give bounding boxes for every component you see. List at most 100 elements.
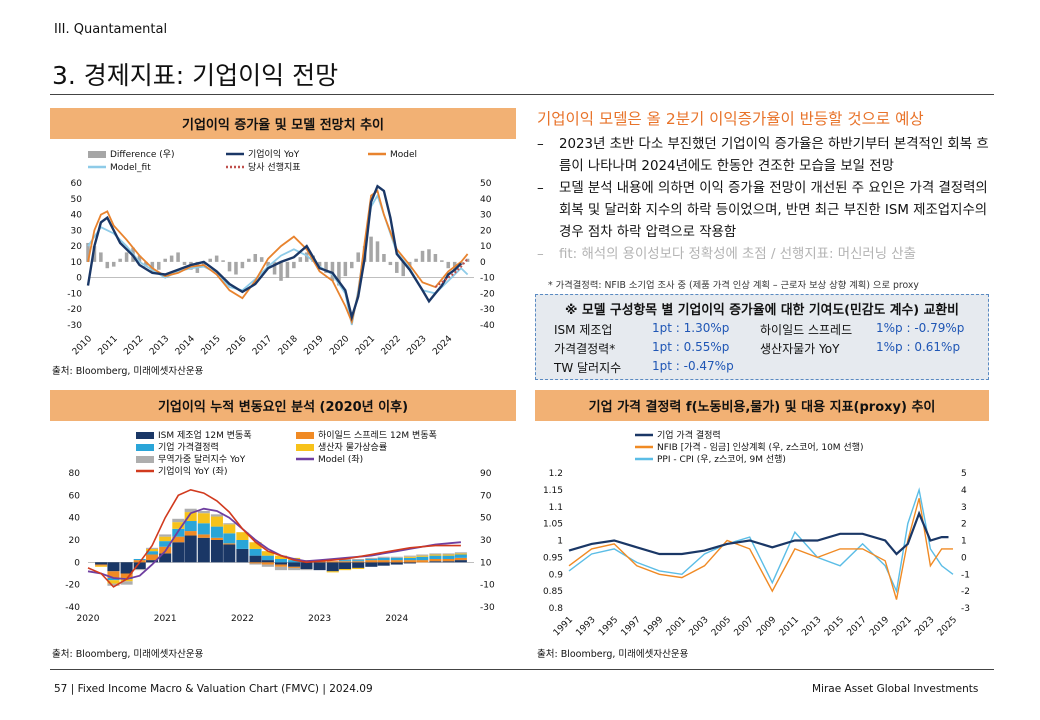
stacked-bar-segment: [223, 543, 236, 545]
stacked-bar-segment: [326, 571, 339, 573]
stacked-bar-segment: [197, 523, 210, 535]
page-title: 3. 경제지표: 기업이익 전망: [52, 61, 339, 90]
difference-bar: [92, 246, 97, 262]
contrib-label-hy: 하이일드 스프레드: [760, 323, 853, 337]
stacked-bar-segment: [223, 533, 236, 544]
nfib-line: [568, 498, 953, 600]
stacked-bar-segment: [146, 547, 159, 549]
legend-dollar-label: 무역가중 달러지수 YoY: [158, 453, 246, 465]
x-tick-label: 2025: [936, 615, 959, 638]
y-left-tick-label: 0.8: [549, 604, 564, 614]
contrib-value-dollar: 1pt : -0.47%p: [652, 359, 734, 373]
stacked-bar-segment: [416, 556, 429, 561]
difference-bar: [433, 254, 438, 262]
stacked-bar-segment: [120, 573, 133, 578]
x-tick-label: 2018: [277, 334, 300, 357]
y-right-tick-label: -3: [961, 604, 970, 614]
chart2-cumulative-drivers: -40 -20 0 20 40 60 80 -30 -10 10 30 50 70 90 2020 2021 2…: [65, 430, 495, 624]
x-tick-label: 2024: [385, 614, 408, 624]
legend-ism-label: ISM 제조업 12M 변동폭: [158, 430, 252, 441]
y-left-tick-label: 40: [69, 514, 81, 524]
stacked-bar-segment: [416, 560, 429, 563]
difference-bar: [388, 261, 393, 266]
stacked-bar-segment: [184, 531, 197, 536]
chart3-source: 출처: Bloomberg, 미래에셋자산운용: [537, 649, 689, 660]
y-right-tick-label: 2: [961, 520, 967, 530]
stacked-bar-segment: [365, 560, 378, 563]
stacked-bar-segment: [210, 537, 223, 540]
legend-model-fit-label: Model_fit: [110, 163, 151, 173]
contrib-value-pricing: 1pt : 0.55%p: [652, 340, 730, 354]
stacked-bar-segment: [184, 535, 197, 563]
difference-bar: [176, 252, 180, 262]
stacked-bar-segment: [390, 560, 403, 563]
stacked-bar-segment: [172, 522, 185, 529]
stacked-bar-segment: [429, 555, 442, 559]
stacked-bar-segment: [249, 548, 262, 556]
stacked-bar-segment: [184, 512, 197, 522]
stacked-bar-segment: [442, 555, 455, 559]
x-tick-label: 2010: [71, 334, 94, 357]
stacked-bar-segment: [146, 560, 159, 563]
stacked-bar-segment: [454, 557, 467, 561]
y-left-tick-label: 1.1: [549, 503, 563, 513]
ppi-cpi-line: [568, 487, 954, 594]
y-left-tick-label: 60: [71, 179, 83, 189]
legend-leading-label: 당사 선행지표: [248, 161, 301, 173]
difference-bar: [292, 261, 296, 269]
stacked-bar-segment: [146, 548, 159, 552]
difference-bar: [324, 261, 328, 273]
stacked-bar-segment: [442, 554, 455, 556]
difference-bar: [285, 261, 290, 278]
commentary-headline: 기업이익 모델은 올 2분기 이익증가율이 반등할 것으로 예상: [537, 110, 924, 128]
footer-divider: [50, 669, 994, 670]
stacked-bar-segment: [403, 560, 416, 563]
y-left-tick-label: 60: [69, 491, 81, 501]
legend-hy-label: 하이일드 스프레드 12M 변동폭: [318, 430, 437, 441]
y-right-tick-label: 50: [480, 179, 492, 189]
contrib-value-ism: 1pt : 1.30%p: [652, 321, 730, 335]
difference-bar: [247, 258, 251, 262]
stacked-bar-segment: [95, 565, 108, 567]
y-right-tick-label: 10: [480, 242, 492, 252]
y-left-tick-label: -20: [67, 305, 82, 315]
legend-pricing-label: 기업 가격 결정력: [657, 429, 721, 441]
y-left-tick-label: 1: [557, 537, 563, 547]
bullet-1: – 2023년 초반 다소 부진했던 기업이익 증가율은 하반기부터 본격적인 …: [537, 134, 997, 178]
difference-bar: [86, 242, 90, 262]
x-tick-label: 1997: [620, 615, 643, 638]
x-tick-label: 2022: [380, 334, 403, 357]
y-right-tick-label: -2: [961, 587, 970, 597]
difference-bar: [182, 261, 187, 266]
y-right-tick-label: 1: [961, 537, 967, 547]
difference-bar: [214, 255, 219, 262]
pricing-power-line: [568, 510, 949, 556]
legend-ppi-label: 생산자 물가상승률: [318, 442, 387, 453]
contrib-value-hy: 1%p : -0.79%p: [876, 321, 965, 335]
stacked-bar-segment: [197, 534, 210, 538]
x-tick-label: 2021: [354, 334, 377, 357]
difference-bar: [356, 252, 360, 262]
y-right-tick-label: 50: [480, 514, 492, 524]
y-left-tick-label: 1.2: [549, 469, 563, 479]
legend-hy-swatch: [296, 432, 314, 439]
x-tick-label: 2015: [200, 334, 223, 357]
difference-bar: [137, 255, 142, 262]
y-right-tick-label: 3: [961, 503, 967, 513]
stacked-bar-segment: [210, 526, 223, 538]
difference-bar: [401, 261, 406, 277]
stacked-bar-segment: [223, 524, 236, 534]
stacked-bar-segment: [107, 580, 120, 584]
y-right-tick-label: 70: [480, 491, 492, 501]
y-right-tick-label: 4: [961, 486, 967, 496]
difference-bar: [169, 255, 174, 262]
y-right-tick-label: -30: [480, 603, 495, 613]
legend-pricing-label: 기업 가격결정력: [158, 441, 219, 453]
y-right-tick-label: 0: [480, 258, 486, 268]
y-left-tick-label: -20: [65, 581, 80, 591]
difference-bar: [221, 260, 225, 262]
legend-ppi-swatch: [296, 444, 314, 451]
difference-bar: [459, 261, 463, 266]
stacked-bar-segment: [236, 532, 249, 540]
stacked-bar-segment: [249, 542, 262, 549]
